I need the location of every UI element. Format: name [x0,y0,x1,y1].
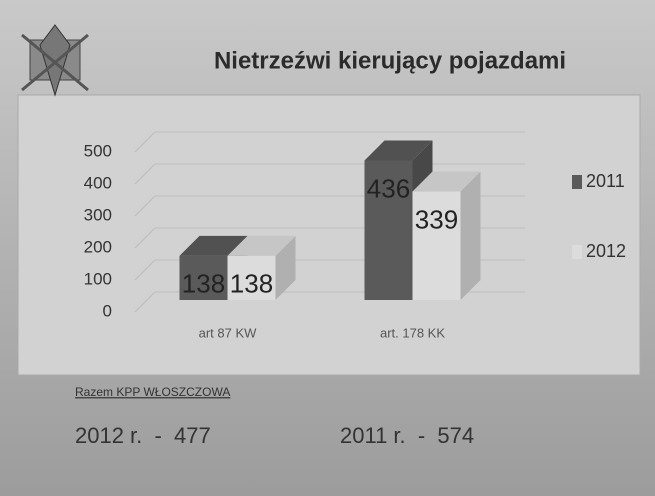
bar-top [412,171,481,192]
y-tick-label: 100 [84,269,112,288]
bar-side [460,171,481,300]
bar-top [364,140,433,161]
legend-swatch [572,175,582,189]
summary-line: 2011 r. - 574 [340,423,474,448]
chart-title: Nietrzeźwi kierujący pojazdami [214,47,566,74]
legend-label: 2011 [586,171,625,191]
bar-side [275,235,296,300]
y-tick-label: 300 [84,205,112,224]
y-tick-label: 500 [84,141,112,160]
summary-heading: Razem KPP WŁOSZCZOWA [75,385,230,399]
bar [227,255,276,300]
bar-top [179,235,248,256]
data-label: 138 [230,269,273,299]
grid-line [134,131,525,153]
data-label: 339 [415,204,458,234]
x-tick-label: art. 178 KK [380,325,445,340]
bar-top [227,235,296,256]
legend-swatch [572,245,582,259]
y-tick-label: 0 [103,301,112,320]
legend-label: 2012 [586,241,626,261]
chart-panel [17,94,641,376]
y-tick-label: 200 [84,237,112,256]
bar [179,255,228,300]
x-tick-label: art 87 KW [199,325,258,340]
logo [21,24,89,97]
data-label: 436 [367,173,410,203]
data-label: 138 [182,269,225,299]
y-tick-label: 400 [84,173,112,192]
bar [412,191,461,300]
bar [364,160,413,300]
summary-line: 2012 r. - 477 [75,423,211,448]
